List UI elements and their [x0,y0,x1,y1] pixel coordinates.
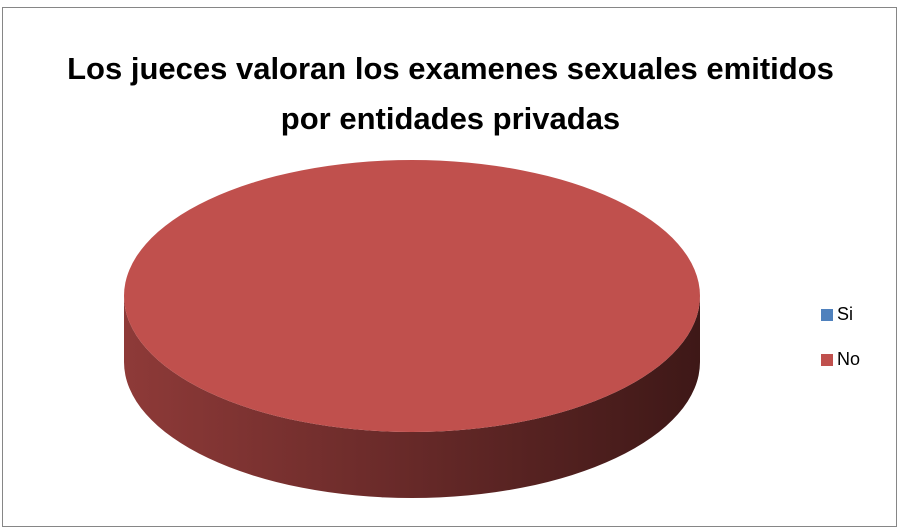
legend-item-no: No [821,348,860,371]
legend-label-si: Si [837,304,854,324]
legend-item-si: Si [821,303,860,326]
pie-slice-no [124,160,700,432]
pie-slices [124,160,700,498]
legend-label-no: No [837,349,861,369]
chart-title: Los jueces valoran los examenes sexuales… [67,51,834,136]
legend-swatch-no [821,353,833,366]
pie-chart [124,160,700,498]
pie-slice-no-side [124,296,700,498]
legend: Si No [821,303,860,393]
legend-swatch-si [821,308,833,321]
chart-frame: Los jueces valoran los examenes sexuales… [2,7,897,527]
